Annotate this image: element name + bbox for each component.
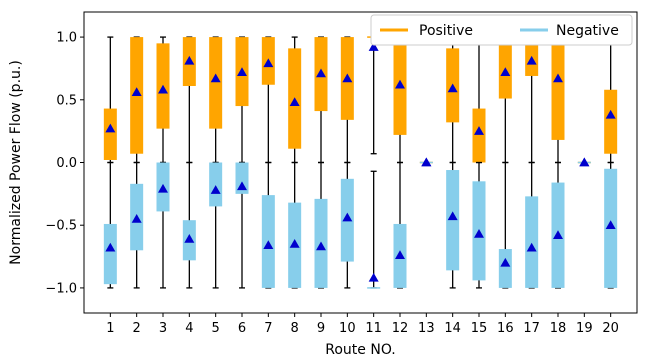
x-tick-label: 7	[264, 321, 272, 336]
box-positive-15	[472, 108, 486, 163]
mean-marker-positive-7	[263, 58, 274, 68]
mean-marker-positive-14	[447, 83, 458, 93]
mean-marker-positive-12	[395, 79, 405, 89]
mean-marker-negative-14	[447, 211, 458, 221]
x-tick-label: 2	[133, 321, 141, 336]
x-tick-label: 14	[444, 321, 461, 336]
mean-marker-positive-1	[105, 123, 116, 133]
box-negative-17	[525, 196, 539, 288]
mean-marker-negative-2	[131, 213, 142, 223]
mean-marker-positive-4	[184, 55, 195, 65]
x-tick-label: 13	[418, 321, 435, 336]
mean-marker-positive-11	[368, 42, 379, 51]
mean-marker-positive-16	[500, 67, 511, 76]
mean-marker-negative-4	[184, 234, 195, 243]
box-positive-18	[551, 37, 565, 140]
y-tick-label: 1.0	[56, 31, 77, 46]
mean-marker-negative-19	[579, 157, 590, 167]
x-tick-label: 4	[185, 321, 193, 336]
mean-marker-negative-12	[395, 250, 405, 260]
mean-marker-negative-17	[526, 242, 537, 252]
y-tick-label: −0.5	[45, 219, 77, 234]
x-tick-label: 6	[238, 321, 246, 336]
mean-marker-negative-20	[605, 220, 616, 229]
legend-frame	[370, 14, 633, 46]
mean-marker-positive-18	[553, 73, 563, 83]
mean-marker-negative-13	[421, 157, 432, 167]
legend-label-positive: Positive	[419, 23, 473, 39]
x-tick-label: 9	[317, 321, 325, 336]
mean-marker-positive-10	[342, 73, 353, 83]
legend: Positive Negative	[370, 14, 633, 46]
box-positive-1	[103, 108, 117, 160]
mean-marker-negative-18	[553, 230, 563, 239]
mean-marker-positive-6	[237, 67, 247, 76]
mean-marker-positive-2	[131, 87, 142, 97]
x-tick-label: 1	[106, 321, 114, 336]
mean-marker-positive-15	[474, 126, 484, 135]
ticks-layer: −1.0−0.50.00.51.01 2 3 4 5 6 7 8 9 10 11 12 13 14 15 16…	[45, 31, 619, 336]
mean-marker-positive-3	[158, 84, 168, 94]
y-tick-label: −1.0	[45, 281, 77, 296]
x-tick-label: 16	[497, 321, 514, 336]
box-positive-5	[209, 37, 223, 129]
box-positive-20	[604, 89, 618, 154]
mean-marker-negative-1	[105, 242, 116, 252]
x-tick-label: 19	[576, 321, 593, 336]
x-tick-label: 10	[339, 321, 356, 336]
box-negative-6	[235, 162, 249, 194]
box-negative-5	[209, 162, 223, 207]
x-tick-label: 20	[602, 321, 619, 336]
y-tick-label: 0.5	[56, 93, 77, 108]
box-negative-1	[103, 223, 117, 285]
mean-marker-negative-15	[474, 228, 484, 238]
x-axis-title: Route NO.	[325, 342, 395, 358]
x-tick-label: 3	[159, 321, 167, 336]
mean-marker-negative-7	[263, 240, 274, 250]
y-axis-title: Normalized Power Flow (p.u.)	[8, 60, 24, 265]
x-tick-label: 8	[291, 321, 299, 336]
x-tick-label: 18	[550, 321, 567, 336]
mean-marker-positive-17	[526, 55, 537, 65]
mean-marker-negative-9	[316, 241, 326, 251]
x-tick-label: 12	[392, 321, 409, 336]
x-tick-label: 15	[471, 321, 488, 336]
box-negative-16	[498, 249, 512, 288]
mean-marker-negative-5	[210, 185, 221, 194]
mean-marker-negative-8	[289, 239, 300, 248]
mean-marker-positive-8	[289, 97, 300, 107]
mean-marker-negative-16	[500, 257, 511, 267]
mean-marker-negative-3	[158, 183, 168, 193]
x-tick-label: 11	[365, 321, 382, 336]
x-tick-label: 17	[523, 321, 540, 336]
mean-marker-positive-5	[210, 73, 221, 83]
legend-label-negative: Negative	[556, 23, 619, 39]
mean-marker-negative-10	[342, 212, 353, 222]
y-tick-label: 0.0	[56, 156, 77, 171]
x-tick-label: 5	[212, 321, 220, 336]
mean-marker-positive-20	[605, 109, 616, 119]
mean-marker-negative-11	[368, 272, 379, 282]
box-negative-14	[446, 170, 460, 271]
mean-marker-negative-6	[237, 181, 247, 191]
plot-layer	[103, 36, 618, 289]
mean-marker-positive-9	[316, 68, 326, 78]
